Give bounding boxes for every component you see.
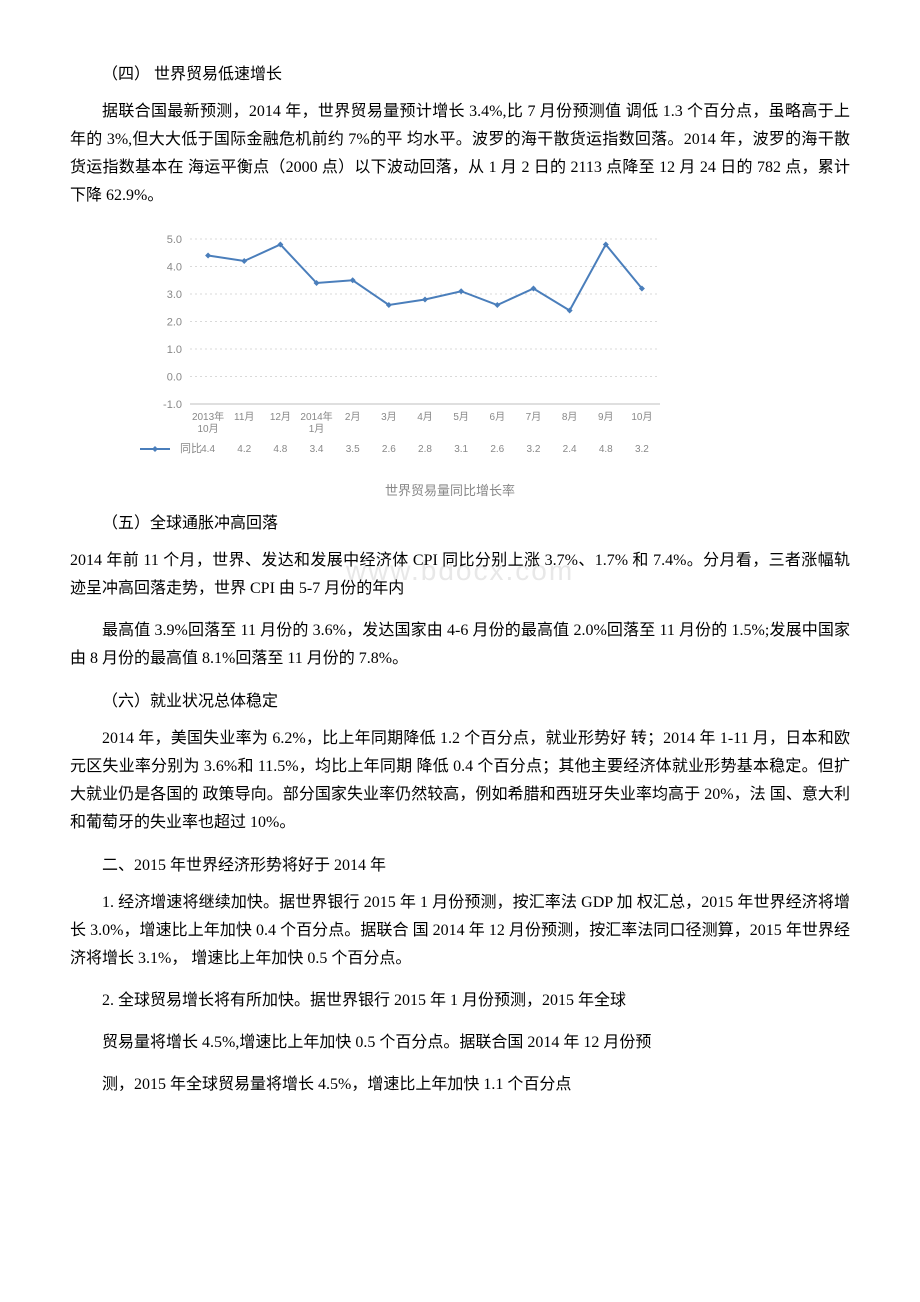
item-2-paragraph-3: 测，2015 年全球贸易量将增长 4.5%，增速比上年加快 1.1 个百分点 (70, 1071, 850, 1099)
section-6-paragraph: 2014 年，美国失业率为 6.2%，比上年同期降低 1.2 个百分点，就业形势… (70, 725, 850, 837)
section-5-paragraph-1: 2014 年前 11 个月，世界、发达和发展中经济体 CPI 同比分别上涨 3.… (70, 547, 850, 603)
svg-text:4月: 4月 (417, 411, 433, 423)
svg-text:6月: 6月 (490, 411, 506, 423)
svg-text:3.2: 3.2 (527, 444, 541, 455)
svg-text:3.4: 3.4 (310, 444, 324, 455)
svg-text:2014年: 2014年 (300, 410, 332, 423)
chart-caption: 世界贸易量同比增长率 (230, 480, 670, 499)
svg-text:3.0: 3.0 (167, 289, 182, 301)
svg-text:3.1: 3.1 (454, 444, 468, 455)
svg-text:0.0: 0.0 (167, 372, 182, 384)
section-4-heading: （四） 世界贸易低速增长 (70, 60, 850, 84)
svg-text:3.5: 3.5 (346, 444, 360, 455)
svg-text:4.4: 4.4 (201, 444, 215, 455)
svg-text:12月: 12月 (270, 411, 291, 423)
item-2-paragraph-2: 贸易量将增长 4.5%,增速比上年加快 0.5 个百分点。据联合国 2014 年… (70, 1029, 850, 1057)
svg-text:2013年: 2013年 (192, 410, 224, 423)
svg-text:3.2: 3.2 (635, 444, 649, 455)
svg-text:7月: 7月 (526, 411, 542, 423)
svg-text:-1.0: -1.0 (163, 399, 182, 411)
svg-text:2.6: 2.6 (490, 444, 504, 455)
section-6-heading: （六）就业状况总体稳定 (70, 687, 850, 711)
svg-text:5.0: 5.0 (167, 234, 182, 246)
svg-text:10月: 10月 (631, 411, 652, 423)
svg-text:1月: 1月 (309, 423, 325, 435)
svg-text:5月: 5月 (453, 411, 469, 423)
svg-text:9月: 9月 (598, 411, 614, 423)
svg-text:2.4: 2.4 (563, 444, 577, 455)
svg-text:4.0: 4.0 (167, 262, 182, 274)
svg-text:3月: 3月 (381, 411, 397, 423)
svg-text:10月: 10月 (198, 423, 219, 435)
svg-text:4.8: 4.8 (599, 444, 613, 455)
svg-text:8月: 8月 (562, 411, 578, 423)
svg-text:2.6: 2.6 (382, 444, 396, 455)
section-5-heading: （五）全球通胀冲高回落 (70, 509, 850, 533)
svg-text:11月: 11月 (234, 411, 254, 423)
section-4-paragraph: 据联合国最新预测，2014 年，世界贸易量预计增长 3.4%,比 7 月份预测值… (70, 98, 850, 210)
item-2-paragraph-1: 2. 全球贸易增长将有所加快。据世界银行 2015 年 1 月份预测，2015 … (70, 987, 850, 1015)
section-5-paragraph-2: 最高值 3.9%回落至 11 月份的 3.6%，发达国家由 4-6 月份的最高值… (70, 617, 850, 673)
svg-text:2月: 2月 (345, 411, 361, 423)
svg-text:2.0: 2.0 (167, 317, 182, 329)
svg-text:1.0: 1.0 (167, 344, 182, 356)
line-chart-svg: -1.00.01.02.03.04.05.02013年10月11月12月2014… (130, 224, 670, 474)
svg-text:4.8: 4.8 (273, 444, 287, 455)
svg-text:2.8: 2.8 (418, 444, 432, 455)
svg-text:4.2: 4.2 (237, 444, 251, 455)
part-2-heading: 二、2015 年世界经济形势将好于 2014 年 (70, 851, 850, 875)
item-1-paragraph: 1. 经济增速将继续加快。据世界银行 2015 年 1 月份预测，按汇率法 GD… (70, 889, 850, 973)
svg-text:同比: 同比 (180, 442, 202, 455)
trade-growth-chart: -1.00.01.02.03.04.05.02013年10月11月12月2014… (130, 224, 670, 499)
